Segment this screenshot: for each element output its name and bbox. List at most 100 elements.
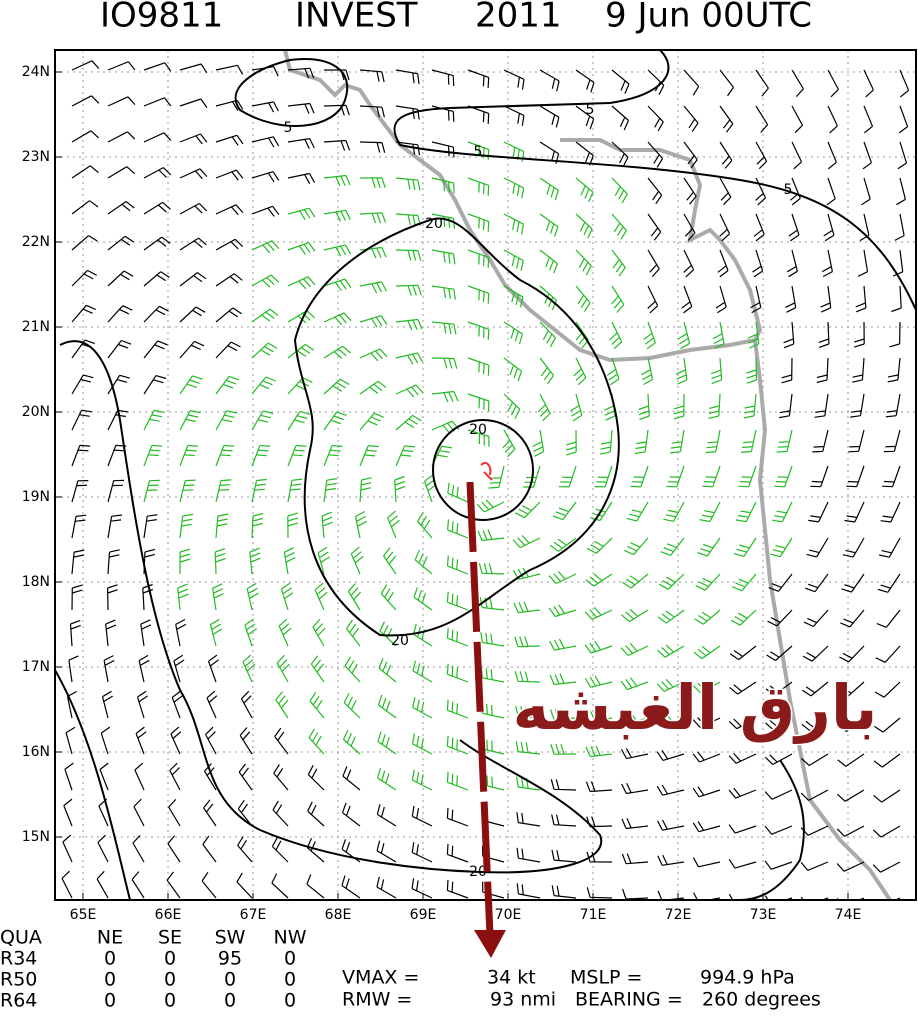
wind-barb [177, 583, 189, 611]
wind-barb [774, 465, 793, 488]
wind-barb [242, 654, 256, 683]
wind-barb [205, 726, 217, 755]
wind-barb [558, 465, 577, 488]
wind-barb [431, 390, 459, 403]
wind-barb [467, 177, 490, 196]
wind-barb [852, 357, 865, 383]
wind-barb [808, 501, 829, 523]
wind-barb [740, 429, 757, 453]
wind-barb [503, 69, 525, 90]
wind-barb [552, 501, 577, 521]
contour-label: 5 [474, 144, 483, 160]
wind-barb [431, 445, 453, 467]
wind-barb [841, 573, 865, 593]
wind-barb [395, 69, 420, 85]
wind-barb [719, 177, 732, 206]
wind-barb [728, 752, 757, 764]
wind-barb [343, 693, 361, 719]
wind-barb [768, 573, 793, 592]
wind-barb [380, 584, 397, 611]
wind-barb [467, 69, 490, 88]
wind-barb [309, 691, 325, 719]
wind-barb [539, 105, 560, 128]
wind-barb [395, 445, 416, 467]
storm-name: INVEST [295, 0, 418, 36]
wind-barb [107, 339, 132, 359]
wind-barb [395, 384, 424, 398]
wind-barb [323, 209, 351, 222]
wind-barb [215, 410, 238, 431]
wind-barb [312, 618, 326, 647]
wind-barb [96, 870, 109, 899]
wind-barb [395, 284, 422, 296]
wind-barb [850, 393, 865, 418]
wind-barb [179, 340, 205, 359]
wind-barb [215, 444, 235, 467]
wind-barb [467, 285, 490, 304]
wind-barb [611, 177, 628, 204]
wind-barb [873, 753, 901, 768]
wind-barb [414, 549, 433, 575]
wind-barb [623, 537, 649, 556]
wind-barb [551, 814, 577, 827]
lon-tick-label: 70E [495, 907, 522, 923]
wind-barb [377, 767, 397, 791]
wind-barb [107, 201, 135, 215]
wind-barb [840, 609, 865, 628]
wind-barb [287, 512, 299, 539]
table-header: NW [274, 927, 307, 949]
table-cell: 0 [224, 990, 236, 1012]
wind-barb [503, 141, 525, 162]
wind-barb [179, 548, 191, 575]
wind-barb [537, 393, 551, 422]
wind-barb [755, 141, 768, 170]
wind-barb [431, 213, 456, 229]
wind-barb [620, 677, 649, 691]
arrow-head [474, 930, 506, 958]
wind-barb [539, 213, 559, 237]
wind-barb [801, 681, 829, 697]
wind-barb [395, 249, 422, 261]
wind-barb [732, 573, 757, 592]
wind-barb [251, 205, 280, 217]
wind-barb [143, 340, 168, 359]
wind-barb [68, 655, 79, 683]
wind-barb [660, 537, 685, 556]
wind-barb [827, 105, 838, 134]
wind-barb [179, 237, 207, 251]
wind-barb [179, 168, 208, 180]
wind-barb [663, 501, 685, 522]
wind-barb [842, 537, 865, 558]
wind-barb [341, 875, 361, 899]
wind-barb [314, 582, 328, 611]
wind-barb [171, 690, 183, 719]
wind-barb [143, 132, 172, 143]
wind-barb [101, 690, 114, 719]
wind-barb [215, 99, 244, 111]
storm-id: IO9811 [100, 0, 223, 36]
title: IO9811 INVEST 2011 9 Jun 00UTC [100, 0, 812, 36]
wind-barb [647, 285, 659, 314]
wind-barb [844, 501, 865, 523]
wind-barb [810, 465, 829, 488]
wind-barb [806, 537, 829, 558]
wind-barb [764, 753, 793, 766]
wind-barb [539, 321, 557, 348]
wind-barb [728, 787, 757, 799]
lon-tick-label: 71E [580, 907, 607, 923]
wind-barb [503, 321, 524, 345]
wind-barb [816, 357, 829, 384]
wind-barb [341, 802, 361, 827]
lat-tick-label: 16N [22, 744, 50, 760]
wind-barb [584, 675, 613, 688]
wind-barb [359, 246, 387, 259]
wind-barb [837, 717, 865, 732]
wind-barb [170, 726, 182, 755]
wind-barb [411, 733, 433, 755]
wind-barb [354, 510, 368, 539]
table-cell: R50 [0, 969, 37, 991]
wind-barb [287, 478, 303, 503]
wind-barb [885, 393, 901, 418]
wind-barb [71, 60, 100, 71]
wind-barb [702, 465, 721, 488]
